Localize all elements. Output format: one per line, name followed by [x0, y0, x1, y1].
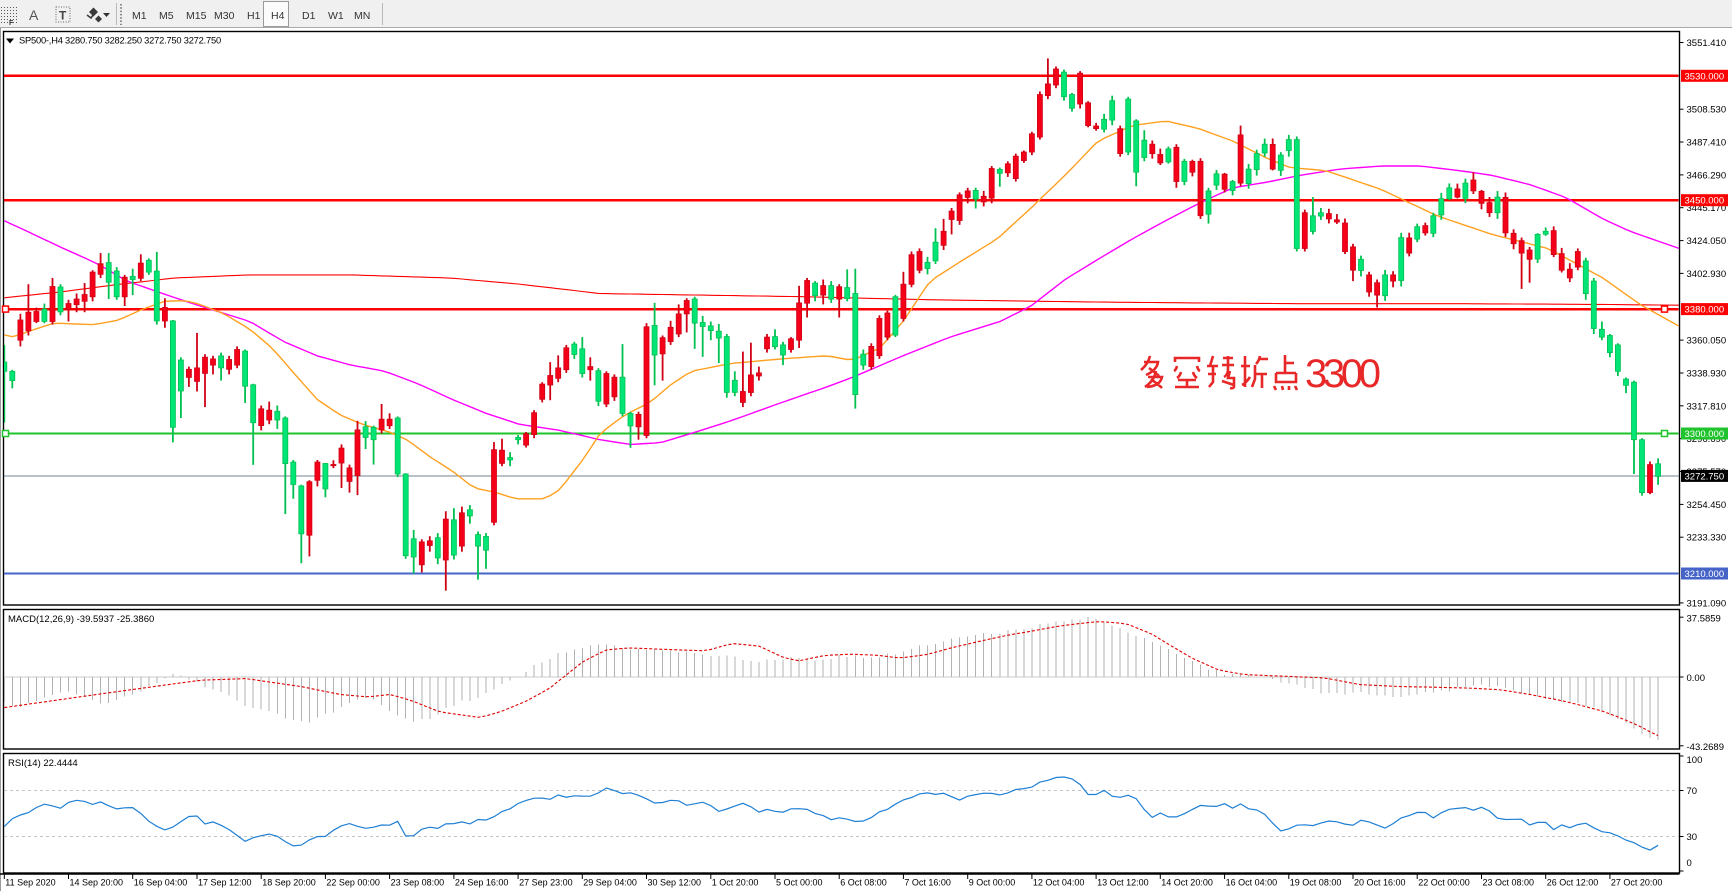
svg-text:3487.410: 3487.410 [1687, 138, 1727, 149]
svg-text:16 Oct 04:00: 16 Oct 04:00 [1226, 878, 1278, 888]
svg-text:27 Sep 23:00: 27 Sep 23:00 [519, 878, 573, 888]
svg-text:11 Sep 2020: 11 Sep 2020 [5, 878, 55, 888]
svg-text:3508.530: 3508.530 [1687, 105, 1727, 116]
svg-text:H4: H4 [271, 10, 285, 22]
svg-text:9 Oct 00:00: 9 Oct 00:00 [969, 878, 1016, 888]
svg-text:W1: W1 [328, 10, 344, 22]
svg-text:3317.810: 3317.810 [1687, 401, 1727, 412]
svg-text:30 Sep 12:00: 30 Sep 12:00 [648, 878, 702, 888]
svg-text:SP500-,H4 3280.750 3282.250 3: SP500-,H4 3280.750 3282.250 3272.750 327… [19, 36, 221, 46]
svg-text:MN: MN [354, 10, 370, 22]
svg-text:0: 0 [1687, 858, 1692, 869]
svg-text:22 Oct 00:00: 22 Oct 00:00 [1418, 878, 1470, 888]
svg-text:F: F [9, 20, 14, 27]
svg-text:3445.170: 3445.170 [1687, 203, 1727, 214]
svg-text:3338.930: 3338.930 [1687, 369, 1727, 380]
svg-text:70: 70 [1687, 786, 1698, 797]
svg-text:17 Sep 12:00: 17 Sep 12:00 [198, 878, 252, 888]
svg-text:3300: 3300 [1305, 352, 1381, 396]
svg-text:23 Oct 08:00: 23 Oct 08:00 [1483, 878, 1535, 888]
svg-text:RSI(14) 22.4444: RSI(14) 22.4444 [8, 758, 78, 769]
svg-text:3450.000: 3450.000 [1685, 196, 1725, 207]
svg-text:T: T [59, 9, 67, 23]
svg-text:3380.000: 3380.000 [1685, 305, 1725, 316]
svg-text:5 Oct 00:00: 5 Oct 00:00 [776, 878, 823, 888]
svg-text:13 Oct 12:00: 13 Oct 12:00 [1097, 878, 1149, 888]
svg-text:3530.000: 3530.000 [1685, 71, 1725, 82]
svg-text:20 Oct 16:00: 20 Oct 16:00 [1354, 878, 1406, 888]
svg-text:27 Oct 20:00: 27 Oct 20:00 [1611, 878, 1663, 888]
svg-text:3233.330: 3233.330 [1687, 533, 1727, 544]
svg-text:12 Oct 04:00: 12 Oct 04:00 [1033, 878, 1085, 888]
svg-text:3551.410: 3551.410 [1687, 38, 1727, 49]
svg-text:-43.2689: -43.2689 [1687, 742, 1725, 753]
svg-text:29 Sep 04:00: 29 Sep 04:00 [583, 878, 637, 888]
svg-text:M5: M5 [159, 10, 174, 22]
svg-text:M30: M30 [214, 10, 235, 22]
svg-text:M1: M1 [132, 10, 147, 22]
svg-text:D1: D1 [302, 10, 316, 22]
svg-text:H1: H1 [247, 10, 261, 22]
svg-text:3300.000: 3300.000 [1685, 429, 1725, 440]
svg-text:30: 30 [1687, 832, 1698, 843]
svg-text:14 Oct 20:00: 14 Oct 20:00 [1161, 878, 1213, 888]
svg-text:3466.290: 3466.290 [1687, 170, 1727, 181]
svg-text:18 Sep 20:00: 18 Sep 20:00 [262, 878, 316, 888]
svg-text:3360.050: 3360.050 [1687, 336, 1727, 347]
svg-text:3402.930: 3402.930 [1687, 269, 1727, 280]
svg-text:16 Sep 04:00: 16 Sep 04:00 [134, 878, 188, 888]
svg-text:24 Sep 16:00: 24 Sep 16:00 [455, 878, 509, 888]
svg-text:7 Oct 16:00: 7 Oct 16:00 [904, 878, 951, 888]
svg-text:3254.450: 3254.450 [1687, 500, 1727, 511]
svg-text:A: A [29, 7, 39, 23]
svg-text:MACD(12,26,9) -39.5937 -25.386: MACD(12,26,9) -39.5937 -25.3860 [8, 614, 154, 625]
svg-text:3296.690: 3296.690 [1687, 434, 1727, 445]
svg-text:3272.750: 3272.750 [1685, 471, 1725, 482]
svg-text:23 Sep 08:00: 23 Sep 08:00 [391, 878, 445, 888]
svg-text:1 Oct 20:00: 1 Oct 20:00 [712, 878, 759, 888]
svg-text:0.00: 0.00 [1687, 673, 1706, 684]
svg-text:6 Oct 08:00: 6 Oct 08:00 [840, 878, 887, 888]
svg-text:M15: M15 [186, 10, 207, 22]
svg-text:26 Oct 12:00: 26 Oct 12:00 [1547, 878, 1599, 888]
svg-text:100: 100 [1687, 755, 1703, 766]
svg-text:3210.000: 3210.000 [1685, 569, 1725, 580]
svg-text:3424.050: 3424.050 [1687, 236, 1727, 247]
svg-text:3191.090: 3191.090 [1687, 598, 1727, 609]
svg-text:14 Sep 20:00: 14 Sep 20:00 [70, 878, 124, 888]
svg-text:19 Oct 08:00: 19 Oct 08:00 [1290, 878, 1342, 888]
svg-text:22 Sep 00:00: 22 Sep 00:00 [326, 878, 380, 888]
svg-text:37.5859: 37.5859 [1687, 614, 1721, 625]
